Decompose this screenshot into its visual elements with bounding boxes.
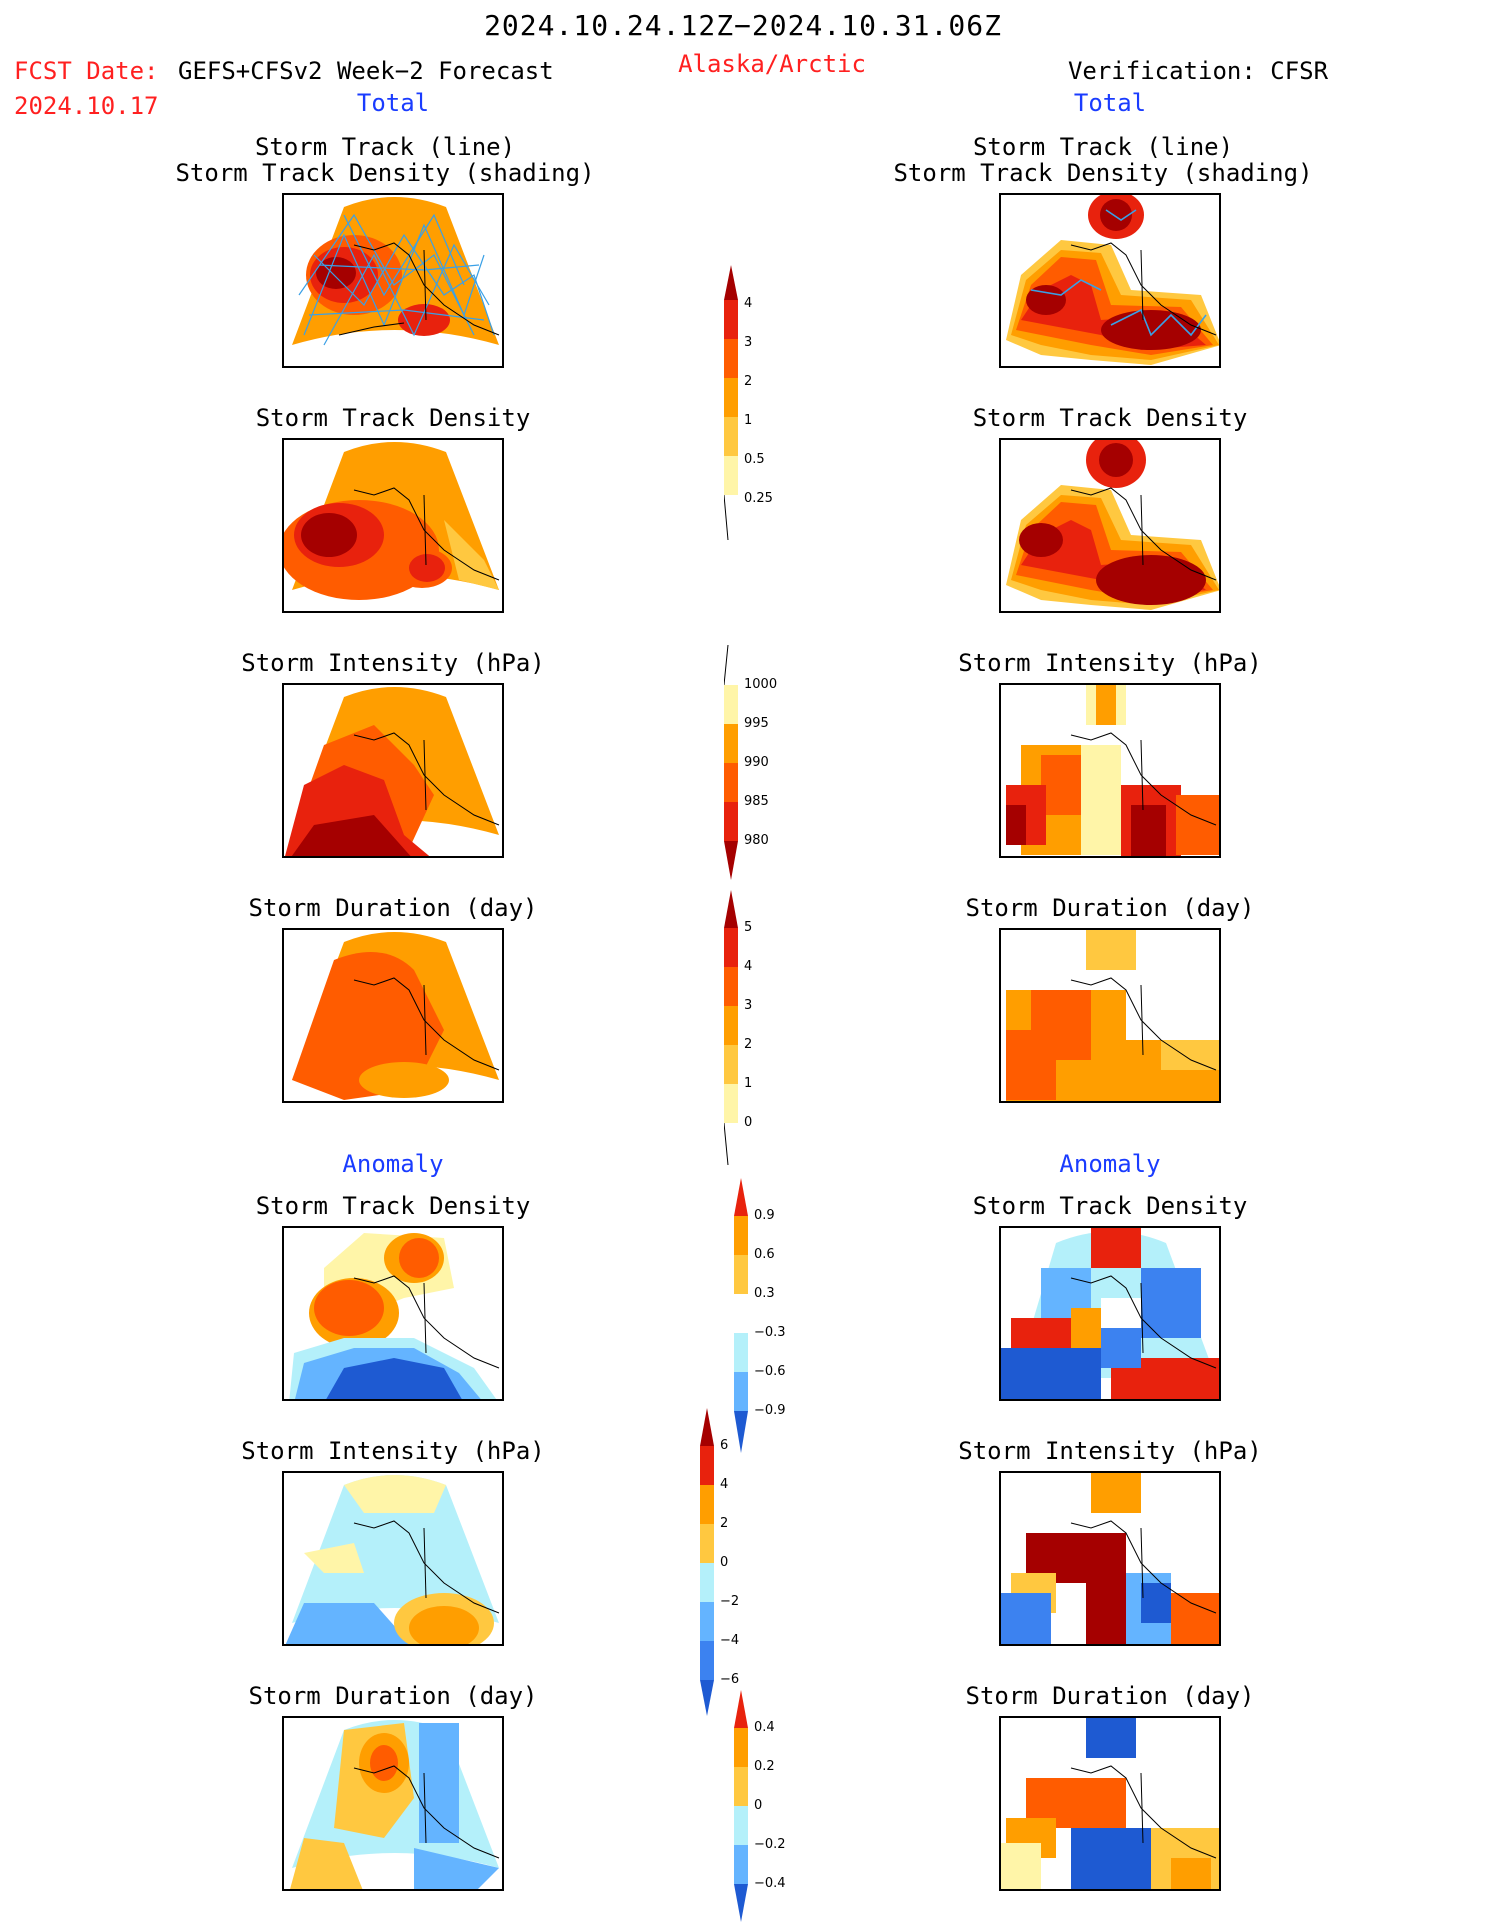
left-duration-anomaly-map — [282, 1716, 504, 1891]
intensity-anom-tick: 2 — [720, 1516, 729, 1531]
right-density-map — [999, 438, 1221, 613]
verification-label: Verification: CFSR — [1067, 57, 1329, 85]
intensity-tick: 980 — [744, 833, 769, 848]
left-density-anomaly-map — [282, 1226, 504, 1401]
density-anom-tick: −0.9 — [754, 1403, 786, 1418]
left-total-heading: Total — [356, 89, 430, 117]
duration-anom-tick: 0.4 — [754, 1720, 775, 1735]
left-duration-title: Storm Duration (day) — [248, 894, 538, 922]
left-track-shading-title: Storm Track Density (shading) — [175, 159, 595, 187]
right-intensity-title: Storm Intensity (hPa) — [958, 649, 1262, 677]
duration-tick: 3 — [744, 998, 753, 1013]
right-anomaly-heading: Anomaly — [1059, 1150, 1161, 1178]
right-duration-anom-title: Storm Duration (day) — [965, 1682, 1255, 1710]
fcst-date-label: FCST Date: — [14, 57, 159, 85]
intensity-tick: 985 — [744, 794, 769, 809]
intensity-anom-tick: 0 — [720, 1555, 729, 1570]
right-track-shading-title: Storm Track Density (shading) — [893, 159, 1313, 187]
left-density-anom-title: Storm Track Density — [255, 1192, 531, 1220]
density-tick: 0.25 — [744, 491, 773, 506]
forecast-model: GEFS+CFSv2 Week−2 Forecast — [178, 57, 554, 85]
intensity-anom-tick: −4 — [720, 1633, 740, 1648]
density-tick: 4 — [744, 296, 753, 311]
left-anomaly-heading: Anomaly — [342, 1150, 444, 1178]
right-intensity-anomaly-map — [999, 1471, 1221, 1646]
left-intensity-map — [282, 683, 504, 858]
intensity-anom-tick: −6 — [720, 1672, 740, 1687]
duration-tick: 2 — [744, 1037, 753, 1052]
left-duration-map — [282, 928, 504, 1103]
duration-anom-tick: 0.2 — [754, 1759, 775, 1774]
left-intensity-anomaly-map — [282, 1471, 504, 1646]
density-anom-tick: −0.6 — [754, 1364, 786, 1379]
right-storm-track-map — [999, 193, 1221, 368]
density-anom-tick: −0.3 — [754, 1325, 786, 1340]
duration-tick: 0 — [744, 1115, 753, 1130]
duration-anom-tick: 0 — [754, 1798, 763, 1813]
intensity-tick: 990 — [744, 755, 769, 770]
density-anom-tick: 0.9 — [754, 1208, 775, 1223]
intensity-anom-tick: 6 — [720, 1438, 729, 1453]
intensity-anom-tick: −2 — [720, 1594, 740, 1609]
density-tick: 3 — [744, 335, 753, 350]
density-tick: 0.5 — [744, 452, 765, 467]
intensity-tick: 995 — [744, 716, 769, 731]
right-density-anomaly-map — [999, 1226, 1221, 1401]
right-density-anom-title: Storm Track Density — [972, 1192, 1248, 1220]
density-tick: 1 — [744, 413, 753, 428]
left-intensity-title: Storm Intensity (hPa) — [241, 649, 545, 677]
density-anom-tick: 0.6 — [754, 1247, 775, 1262]
right-track-line-title: Storm Track (line) — [972, 133, 1234, 161]
left-track-line-title: Storm Track (line) — [254, 133, 516, 161]
left-storm-track-map — [282, 193, 504, 368]
right-total-heading: Total — [1073, 89, 1147, 117]
date-range-title: 2024.10.24.12Z−2024.10.31.06Z — [484, 9, 1002, 42]
right-duration-map — [999, 928, 1221, 1103]
duration-tick: 5 — [744, 920, 753, 935]
left-intensity-anom-title: Storm Intensity (hPa) — [241, 1437, 545, 1465]
left-duration-anom-title: Storm Duration (day) — [248, 1682, 538, 1710]
intensity-anom-tick: 4 — [720, 1477, 729, 1492]
right-duration-anomaly-map — [999, 1716, 1221, 1891]
duration-anom-tick: −0.4 — [754, 1876, 786, 1891]
right-intensity-anom-title: Storm Intensity (hPa) — [958, 1437, 1262, 1465]
duration-tick: 1 — [744, 1076, 753, 1091]
duration-anom-tick: −0.2 — [754, 1837, 786, 1852]
region-title: Alaska/Arctic — [678, 50, 866, 78]
left-density-title: Storm Track Density — [255, 404, 531, 432]
density-anom-tick: 0.3 — [754, 1286, 775, 1301]
forecast-date: 2024.10.17 — [14, 92, 159, 120]
intensity-tick: 1000 — [744, 677, 778, 692]
left-density-map — [282, 438, 504, 613]
right-intensity-map — [999, 683, 1221, 858]
density-tick: 2 — [744, 374, 753, 389]
right-duration-title: Storm Duration (day) — [965, 894, 1255, 922]
right-density-title: Storm Track Density — [972, 404, 1248, 432]
duration-tick: 4 — [744, 959, 753, 974]
